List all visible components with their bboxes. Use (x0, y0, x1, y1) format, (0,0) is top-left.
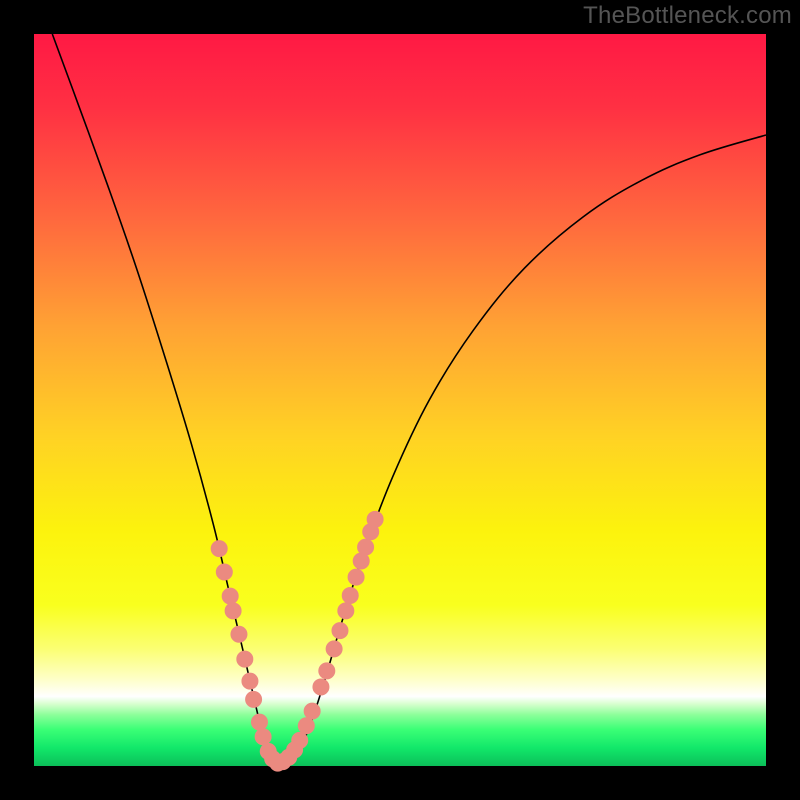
data-marker (304, 703, 320, 719)
data-marker (298, 718, 314, 734)
data-marker (367, 511, 383, 527)
data-marker (313, 679, 329, 695)
data-marker (358, 539, 374, 555)
data-marker (246, 691, 262, 707)
data-marker (222, 588, 238, 604)
data-marker (211, 541, 227, 557)
data-marker (326, 641, 342, 657)
data-marker (251, 714, 267, 730)
data-marker (225, 603, 241, 619)
data-marker (292, 732, 308, 748)
data-marker (216, 564, 232, 580)
watermark-text: TheBottleneck.com (583, 2, 792, 30)
data-marker (332, 623, 348, 639)
chart-svg (0, 0, 800, 800)
data-marker (242, 673, 258, 689)
data-marker (342, 587, 358, 603)
data-marker (338, 603, 354, 619)
chart-frame: TheBottleneck.com (0, 0, 800, 800)
data-marker (255, 729, 271, 745)
data-marker (319, 663, 335, 679)
data-marker (237, 651, 253, 667)
data-marker (231, 626, 247, 642)
gradient-background (34, 34, 766, 766)
data-marker (348, 569, 364, 585)
